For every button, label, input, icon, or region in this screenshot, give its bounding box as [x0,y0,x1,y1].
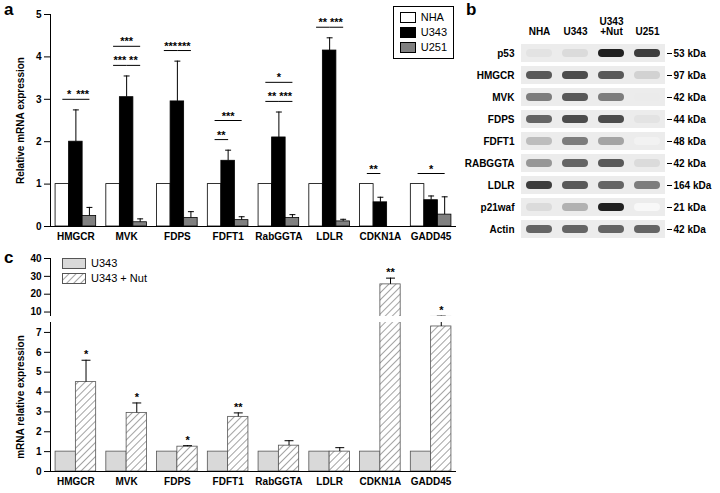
html-text:U343 + Nut: U343 + Nut [91,272,147,284]
html-text:NHA: NHA [420,11,444,23]
svg-text:HMGCR: HMGCR [477,70,516,81]
svg-text:97 kDa: 97 kDa [674,70,707,81]
svg-text:***: *** [120,35,134,47]
svg-text:5: 5 [36,366,42,377]
svg-text:LDLR: LDLR [488,180,515,191]
svg-text:U251: U251 [636,26,660,37]
svg-text:48 kDa: 48 kDa [674,136,707,147]
svg-text:3: 3 [36,406,42,417]
svg-text:HMGCR: HMGCR [57,476,96,487]
svg-text:FDPS: FDPS [164,476,191,487]
svg-text:5: 5 [36,9,42,20]
svg-text:**: ** [217,129,226,141]
svg-text:1: 1 [36,446,42,457]
svg-text:MVK: MVK [492,92,515,103]
svg-text:***: *** [76,88,90,100]
html-text:b: b [466,0,477,19]
svg-text:**: ** [369,163,378,175]
svg-text:164 kDa: 164 kDa [674,180,712,191]
svg-text:GADD45: GADD45 [411,476,452,487]
svg-text:20: 20 [30,288,42,299]
svg-text:CDKN1A: CDKN1A [360,231,402,242]
html-text:U251: U251 [420,41,447,53]
svg-text:*: * [185,434,190,446]
svg-text:4: 4 [36,386,42,397]
svg-text:*: * [135,391,140,403]
svg-text:***: *** [178,40,192,52]
svg-text:*: * [429,163,434,175]
svg-text:FDFT1: FDFT1 [213,476,245,487]
svg-text:42 kDa: 42 kDa [674,224,707,235]
svg-text:***: *** [222,110,236,122]
svg-text:***: *** [330,16,344,28]
svg-text:4: 4 [36,51,42,62]
svg-text:44 kDa: 44 kDa [674,114,707,125]
svg-text:6: 6 [36,347,42,358]
svg-text:NHA: NHA [529,26,551,37]
svg-text:FDFT1: FDFT1 [483,136,515,147]
svg-text:42 kDa: 42 kDa [674,158,707,169]
html-text:U343: U343 [420,26,447,38]
svg-text:p21waf: p21waf [481,202,516,213]
svg-text:MVK: MVK [116,231,139,242]
svg-text:**: ** [268,90,277,102]
svg-text:*: * [277,71,282,83]
svg-text:42 kDa: 42 kDa [674,92,707,103]
svg-text:1: 1 [36,178,42,189]
svg-text:***: *** [279,90,293,102]
svg-text:LDLR: LDLR [316,231,343,242]
svg-text:2: 2 [36,136,42,147]
svg-text:**: ** [234,401,243,413]
svg-text:**: ** [319,16,328,28]
svg-text:LDLR: LDLR [316,476,343,487]
svg-text:0: 0 [36,221,42,232]
svg-text:FDPS: FDPS [488,114,515,125]
svg-text:p53: p53 [497,48,515,59]
svg-text:21 kDa: 21 kDa [674,202,707,213]
svg-text:U343: U343 [564,26,588,37]
svg-text:U343+Nut: U343+Nut [600,16,624,37]
svg-text:RabGGTA: RabGGTA [255,231,302,242]
svg-text:***: *** [113,54,127,66]
svg-text:**: ** [386,266,395,278]
svg-text:Actin: Actin [490,224,515,235]
svg-text:*: * [439,304,444,316]
svg-text:2: 2 [36,426,42,437]
svg-text:40: 40 [30,253,42,264]
svg-text:*: * [67,88,72,100]
svg-text:3: 3 [36,94,42,105]
svg-text:MVK: MVK [116,476,139,487]
svg-text:**: ** [129,54,138,66]
svg-text:GADD45: GADD45 [411,231,452,242]
svg-text:FDFT1: FDFT1 [213,231,245,242]
svg-text:53 kDa: 53 kDa [674,48,707,59]
svg-text:10: 10 [30,306,42,317]
svg-text:mRNA relative expression: mRNA relative expression [15,335,26,459]
html-text:a: a [4,0,14,19]
svg-text:Relative mRNA expression: Relative mRNA expression [15,57,26,184]
html-text:c: c [4,248,14,267]
svg-text:RABGGTA: RABGGTA [465,158,515,169]
svg-text:HMGCR: HMGCR [57,231,96,242]
svg-text:CDKN1A: CDKN1A [360,476,402,487]
svg-text:FDPS: FDPS [164,231,191,242]
html-text:U343: U343 [91,257,118,269]
svg-text:7: 7 [36,327,42,338]
svg-text:30: 30 [30,271,42,282]
svg-text:RabGGTA: RabGGTA [255,476,302,487]
svg-text:0: 0 [36,466,42,477]
svg-text:*: * [84,348,89,360]
svg-text:***: *** [164,40,178,52]
